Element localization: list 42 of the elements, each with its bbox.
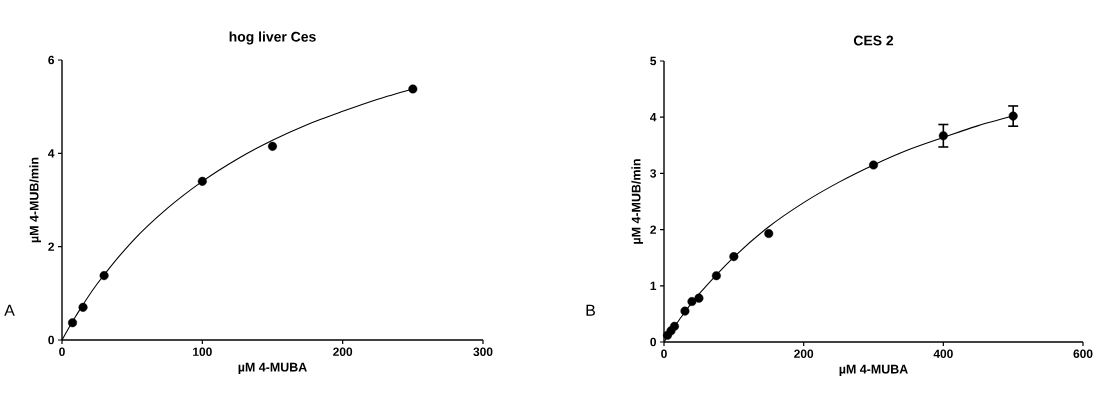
y-tick-label: 2 xyxy=(650,225,657,234)
y-tick-label: 6 xyxy=(48,55,55,65)
y-tick-label: 2 xyxy=(48,242,54,251)
point xyxy=(68,318,78,328)
y-tick-label: 0 xyxy=(48,335,54,345)
x-tick-label: 100 xyxy=(193,347,212,356)
y-axis-title: µM 4-MUB/min xyxy=(631,159,643,244)
y-tick-label: 4 xyxy=(48,149,55,158)
x-axis-title: µM 4-MUBA xyxy=(238,362,307,374)
y-tick-label: 4 xyxy=(650,113,657,122)
x-tick-label: 600 xyxy=(1073,349,1093,358)
chart-title: hog liver Ces xyxy=(229,31,316,45)
x-tick-label: 300 xyxy=(473,347,493,357)
point xyxy=(764,229,774,239)
chart-title: CES 2 xyxy=(853,35,894,46)
x-axis-title: µM 4-MUBA xyxy=(839,364,908,376)
x-tick-label: 200 xyxy=(794,349,814,358)
point xyxy=(687,297,697,307)
point xyxy=(408,84,418,94)
point xyxy=(694,293,704,303)
point xyxy=(680,306,690,316)
y-tick-label: 5 xyxy=(650,56,657,66)
point xyxy=(938,131,948,141)
y-axis-title: µM 4-MUB/min xyxy=(29,157,41,243)
text: A xyxy=(4,304,15,316)
point xyxy=(711,271,721,281)
point xyxy=(99,271,109,281)
point xyxy=(197,176,207,186)
x-tick-label: 0 xyxy=(661,349,667,358)
text: B xyxy=(586,304,595,316)
point xyxy=(1008,111,1018,121)
point xyxy=(729,252,739,262)
y-tick-label: 1 xyxy=(650,281,657,290)
y-tick-label: 0 xyxy=(650,337,656,347)
point xyxy=(869,160,879,170)
x-tick-label: 200 xyxy=(333,347,353,356)
x-tick-label: 0 xyxy=(59,347,65,356)
point xyxy=(78,302,88,312)
point xyxy=(669,321,679,331)
x-tick-label: 400 xyxy=(933,349,953,358)
point xyxy=(268,141,277,151)
y-tick-label: 3 xyxy=(650,169,657,178)
